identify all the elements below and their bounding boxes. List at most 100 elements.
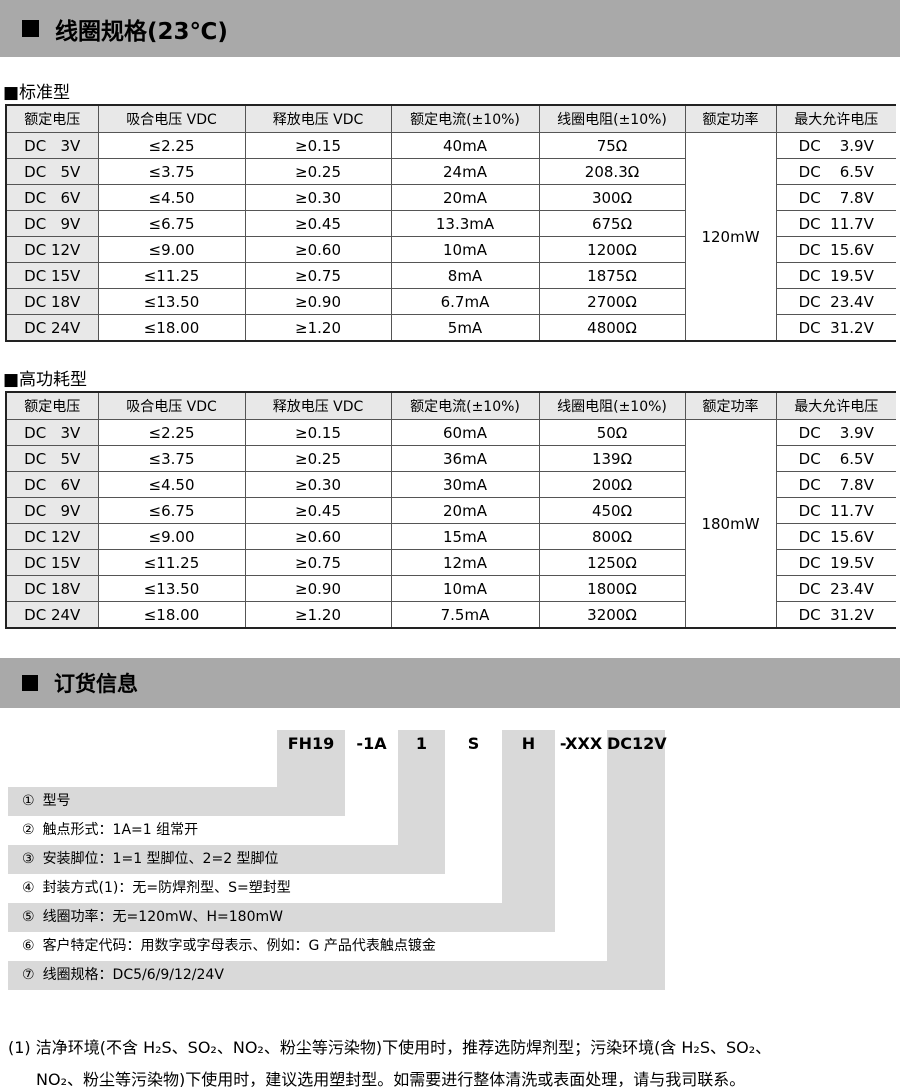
rated-voltage-cell: DC 6V [5, 184, 99, 211]
table-cell: 2700Ω [538, 288, 686, 315]
code-segment: 1 [415, 734, 428, 753]
table-cell: ≤11.25 [97, 262, 246, 289]
order-row-label: ⑦ 线圈规格：DC5/6/9/12/24V [22, 961, 224, 990]
table-body: DC 3V ≤2.25 ≥0.15 40mA 75Ω 120mW DC 3.9V DC 5V ≤… [5, 132, 896, 342]
order-row-description: 安装脚位：1=1 型脚位、2=2 型脚位 [42, 851, 279, 867]
high-power-type-label: ■高功耗型 [3, 370, 88, 390]
order-row-description: 线圈规格：DC5/6/9/12/24V [42, 967, 224, 983]
coil-spec-title: 线圈规格(23℃) [55, 18, 228, 45]
table-cell: 13.3mA [390, 210, 540, 237]
order-row-description: 触点形式：1A=1 组常开 [42, 822, 199, 838]
max-voltage-cell: DC 6.5V [775, 445, 896, 472]
table-cell: 4800Ω [538, 314, 686, 342]
order-row-label: ⑥ 客户特定代码：用数字或字母表示、例如：G 产品代表触点镀金 [22, 932, 436, 961]
rated-power-cell: 120mW [684, 132, 777, 342]
table-row: DC 9V ≤6.75 ≥0.45 13.3mA 675Ω DC 11.7V [5, 210, 896, 237]
code-segment: DC12V [607, 734, 667, 753]
table-cell: ≤9.00 [97, 523, 246, 550]
order-row-description: 封装方式(1)：无=防焊剂型、S=塑封型 [42, 880, 291, 896]
table-cell: ≤11.25 [97, 549, 246, 576]
rated-voltage-cell: DC 15V [5, 549, 99, 576]
table-cell: ≥0.45 [244, 210, 392, 237]
table-cell: ≤13.50 [97, 575, 246, 602]
table-cell: 5mA [390, 314, 540, 342]
table-cell: ≥0.45 [244, 497, 392, 524]
black-square-icon [22, 675, 38, 691]
order-row-description: 型号 [42, 793, 71, 809]
circled-number: ② [22, 822, 35, 838]
col-header-coil-resistance: 线圈电阻(±10%) [538, 104, 686, 133]
standard-type-table: 额定电压 吸合电压 VDC 释放电压 VDC 额定电流(±10%) 线圈电阻(±… [5, 104, 896, 342]
table-cell: ≥0.25 [244, 445, 392, 472]
col-header-rated-power: 额定功率 [684, 391, 777, 420]
table-cell: ≥0.90 [244, 575, 392, 602]
order-row-bar [8, 903, 555, 932]
ordering-info-title: 订货信息 [54, 672, 138, 696]
circled-number: ③ [22, 851, 35, 867]
table-body: DC 3V ≤2.25 ≥0.15 60mA 50Ω 180mW DC 3.9V DC 5V ≤… [5, 419, 896, 629]
table-cell: ≥0.60 [244, 236, 392, 263]
table-cell: 450Ω [538, 497, 686, 524]
col-header-rated-current: 额定电流(±10%) [390, 391, 540, 420]
circled-number: ⑤ [22, 909, 35, 925]
table-row: DC 9V ≤6.75 ≥0.45 20mA 450Ω DC 11.7V [5, 497, 896, 524]
circled-number: ④ [22, 880, 35, 896]
table-cell: ≤6.75 [97, 497, 246, 524]
table-cell: 200Ω [538, 471, 686, 498]
rated-voltage-cell: DC 6V [5, 471, 99, 498]
table-cell: 10mA [390, 575, 540, 602]
table-row: DC 18V ≤13.50 ≥0.90 6.7mA 2700Ω DC 23.4V [5, 288, 896, 315]
table-cell: 139Ω [538, 445, 686, 472]
circled-number: ⑥ [22, 938, 35, 954]
max-voltage-cell: DC 15.6V [775, 523, 896, 550]
table-cell: ≤6.75 [97, 210, 246, 237]
max-voltage-cell: DC 3.9V [775, 132, 896, 159]
rated-voltage-cell: DC 15V [5, 262, 99, 289]
table-row: DC 6V ≤4.50 ≥0.30 20mA 300Ω DC 7.8V [5, 184, 896, 211]
rated-voltage-cell: DC 12V [5, 236, 99, 263]
max-voltage-cell: DC 3.9V [775, 419, 896, 446]
max-voltage-cell: DC 19.5V [775, 549, 896, 576]
table-header-row: 额定电压 吸合电压 VDC 释放电压 VDC 额定电流(±10%) 线圈电阻(±… [5, 104, 896, 133]
table-cell: 1875Ω [538, 262, 686, 289]
table-cell: 60mA [390, 419, 540, 446]
table-row: DC 15V ≤11.25 ≥0.75 8mA 1875Ω DC 19.5V [5, 262, 896, 289]
code-segment: -1A [356, 734, 387, 753]
code-segment: S [467, 734, 480, 753]
circled-number: ⑦ [22, 967, 35, 983]
max-voltage-cell: DC 7.8V [775, 471, 896, 498]
table-row: DC 5V ≤3.75 ≥0.25 24mA 208.3Ω DC 6.5V [5, 158, 896, 185]
footnote-line-2: NO₂、粉尘等污染物)下使用时，建议选用塑封型。如需要进行整体清洗或表面处理，请… [36, 1070, 746, 1087]
ordering-diagram: FH19 -1A 1 S H -XXX DC12V ① 型号 ② 触点形式：1A=1 组常开 ③ 安装脚… [0, 725, 900, 995]
max-voltage-cell: DC 7.8V [775, 184, 896, 211]
table-row: DC 12V ≤9.00 ≥0.60 15mA 800Ω DC 15.6V [5, 523, 896, 550]
table-row: DC 3V ≤2.25 ≥0.15 40mA 75Ω 120mW DC 3.9V [5, 132, 896, 342]
table-cell: 36mA [390, 445, 540, 472]
table-cell: ≥0.15 [244, 419, 392, 446]
table-cell: ≤4.50 [97, 184, 246, 211]
rated-voltage-cell: DC 18V [5, 288, 99, 315]
table-cell: ≤2.25 [97, 419, 246, 446]
table-cell: 1800Ω [538, 575, 686, 602]
table-row: DC 12V ≤9.00 ≥0.60 10mA 1200Ω DC 15.6V [5, 236, 896, 263]
table-cell: 8mA [390, 262, 540, 289]
max-voltage-cell: DC 31.2V [775, 601, 896, 629]
rated-voltage-cell: DC 24V [5, 601, 99, 629]
table-cell: ≥0.30 [244, 471, 392, 498]
col-header-pickup-voltage: 吸合电压 VDC [97, 391, 246, 420]
table-cell: ≥1.20 [244, 601, 392, 629]
rated-voltage-cell: DC 3V [5, 419, 99, 446]
order-row-label: ⑤ 线圈功率：无=120mW、H=180mW [22, 903, 283, 932]
code-segment: -XXX [559, 734, 603, 753]
circled-number: ① [22, 793, 35, 809]
col-header-rated-current: 额定电流(±10%) [390, 104, 540, 133]
rated-voltage-cell: DC 12V [5, 523, 99, 550]
table-cell: 24mA [390, 158, 540, 185]
col-header-pickup-voltage: 吸合电压 VDC [97, 104, 246, 133]
table-row: DC 24V ≤18.00 ≥1.20 5mA 4800Ω DC 31.2V [5, 314, 896, 342]
table-cell: 12mA [390, 549, 540, 576]
rated-voltage-cell: DC 9V [5, 497, 99, 524]
coil-spec-banner: 线圈规格(23℃) [0, 0, 900, 57]
table-cell: 20mA [390, 184, 540, 211]
